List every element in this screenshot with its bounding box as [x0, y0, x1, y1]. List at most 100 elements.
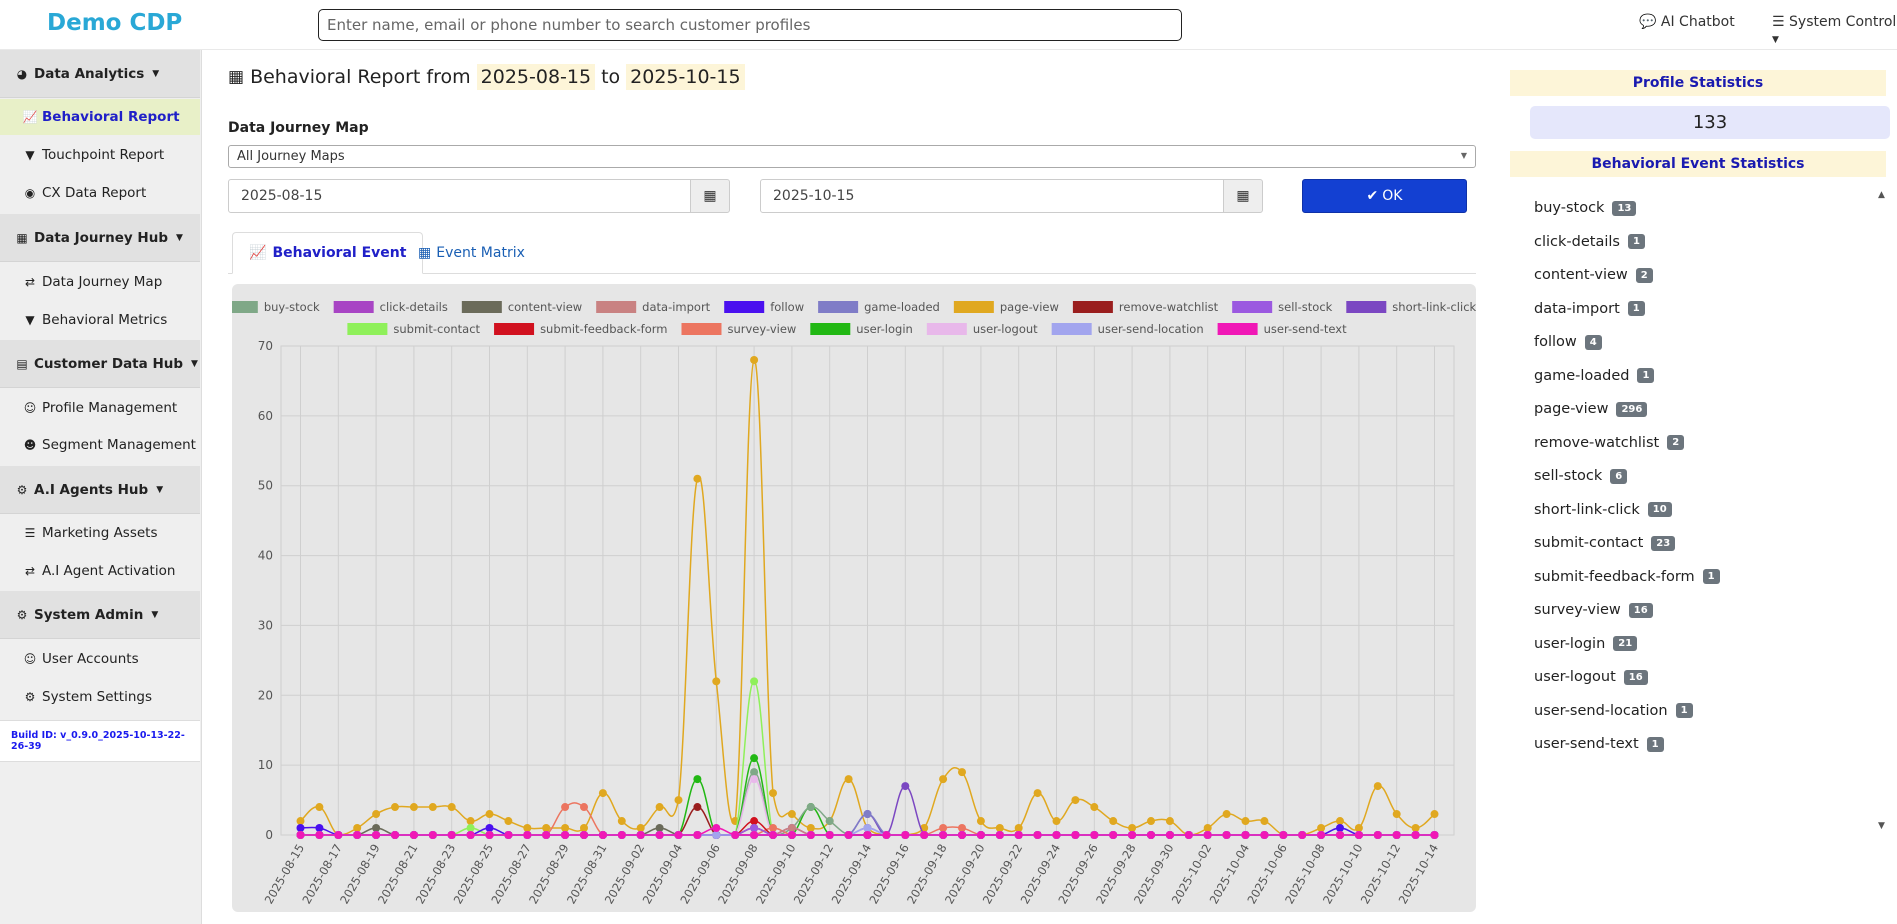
- ok-button[interactable]: ✔ OK: [1302, 179, 1467, 213]
- sidebar-group-data-journey-hub[interactable]: ▦ Data Journey Hub ▼: [0, 214, 200, 262]
- sidebar-item-system-settings[interactable]: ⚙ System Settings: [0, 679, 200, 715]
- data-point: [863, 824, 872, 833]
- data-point: [504, 831, 513, 839]
- data-point: [958, 824, 966, 833]
- data-point: [409, 831, 418, 839]
- data-point: [1411, 824, 1420, 833]
- data-point: [882, 831, 891, 839]
- to-date-input[interactable]: [760, 179, 1224, 213]
- id-card-icon: ▤: [16, 356, 28, 371]
- legend-label: user-login: [856, 322, 913, 336]
- data-point: [1052, 831, 1061, 839]
- data-point: [1336, 831, 1344, 839]
- sidebar-item-ai-agent-activation[interactable]: ⇄ A.I Agent Activation: [0, 553, 200, 589]
- tab-label: Event Matrix: [436, 245, 525, 261]
- sidebar-group-customer-data-hub[interactable]: ▤ Customer Data Hub ▼: [0, 340, 200, 388]
- data-point: [353, 831, 362, 839]
- legend-label: click-details: [380, 300, 448, 314]
- data-point: [372, 831, 381, 839]
- legend-label: survey-view: [727, 322, 796, 336]
- sidebar-group-label: A.I Agents Hub: [34, 481, 149, 498]
- legend-swatch: [596, 301, 637, 313]
- sidebar-group-data-analytics[interactable]: ◕ Data Analytics ▼: [0, 50, 200, 98]
- sidebar-item-marketing-assets[interactable]: ☰ Marketing Assets: [0, 515, 200, 551]
- legend-swatch: [217, 301, 258, 313]
- legend-swatch: [461, 301, 502, 313]
- event-name: submit-contact: [1534, 535, 1644, 551]
- check-icon: ✔: [1366, 188, 1379, 204]
- scroll-up-arrow[interactable]: ▲: [1878, 190, 1885, 200]
- data-point: [523, 824, 532, 833]
- system-control-menu[interactable]: ☰ System Control ▼: [1772, 14, 1897, 46]
- sidebar-item-user-accounts[interactable]: ☺ User Accounts: [0, 641, 200, 677]
- legend-label: user-send-location: [1098, 322, 1204, 336]
- sidebar-item-label: User Accounts: [42, 651, 139, 667]
- data-point: [1260, 831, 1269, 839]
- sidebar-item-label: Behavioral Report: [42, 109, 180, 125]
- tab-behavioral-event[interactable]: 📈 Behavioral Event: [232, 232, 424, 274]
- data-point: [1392, 810, 1401, 819]
- sidebar-item-data-journey-map[interactable]: ⇄ Data Journey Map: [0, 264, 200, 300]
- data-point: [542, 831, 551, 839]
- event-count-badge: 10: [1647, 502, 1672, 517]
- from-date-input[interactable]: [228, 179, 691, 213]
- data-point: [485, 824, 494, 833]
- calendar-icon: ▦: [703, 188, 717, 204]
- data-point: [428, 831, 437, 839]
- data-point: [1373, 782, 1382, 791]
- data-point: [636, 824, 645, 833]
- data-point: [731, 831, 740, 839]
- sidebar-item-behavioral-metrics[interactable]: ▼ Behavioral Metrics: [0, 302, 200, 338]
- behavioral-event-statistics-header: Behavioral Event Statistics: [1510, 151, 1886, 177]
- legend-label: data-import: [642, 300, 711, 314]
- gears-icon: ⚙: [16, 482, 28, 497]
- journey-map-select[interactable]: All Journey Maps ▼: [228, 145, 1476, 168]
- legend-label: page-view: [1000, 300, 1059, 314]
- filter-icon: ▼: [25, 148, 35, 162]
- from-date-calendar-button[interactable]: ▦: [690, 179, 730, 213]
- data-point: [939, 824, 948, 833]
- caret-down-icon: ▼: [152, 68, 160, 79]
- legend-swatch: [810, 323, 851, 335]
- palette-icon: ◕: [16, 66, 28, 81]
- ai-chatbot-link[interactable]: 💬 AI Chatbot: [1639, 14, 1735, 30]
- data-point: [1373, 831, 1382, 839]
- event-name: user-logout: [1534, 669, 1616, 685]
- sidebar-group-system-admin[interactable]: ⚙ System Admin ▼: [0, 591, 200, 639]
- data-point: [750, 824, 759, 833]
- sidebar-item-cx-data-report[interactable]: ◉ CX Data Report: [0, 175, 200, 211]
- event-name: submit-feedback-form: [1534, 568, 1695, 585]
- data-point: [296, 817, 305, 826]
- data-point: [655, 803, 664, 812]
- data-point: [1203, 831, 1212, 839]
- event-count-badge: 1: [1646, 736, 1664, 752]
- sidebar-item-profile-management[interactable]: ☺ Profile Management: [0, 390, 200, 426]
- data-point: [1165, 817, 1174, 826]
- search-input[interactable]: [318, 9, 1182, 41]
- tab-event-matrix[interactable]: ▦ Event Matrix: [402, 232, 541, 274]
- event-count-badge: 4: [1584, 334, 1602, 350]
- legend-swatch: [724, 301, 765, 313]
- data-point: [825, 817, 834, 826]
- comment-icon: 💬: [1639, 14, 1657, 30]
- ai-chatbot-label: AI Chatbot: [1660, 14, 1735, 30]
- legend-label: submit-feedback-form: [540, 322, 667, 336]
- event-count-badge: 1: [1627, 234, 1645, 249]
- data-point: [372, 824, 381, 833]
- sidebar-item-behavioral-report[interactable]: 📈 Behavioral Report: [0, 99, 200, 135]
- event-stat-row: submit-feedback-form 1: [1534, 565, 1720, 589]
- data-point: [485, 831, 494, 839]
- data-point: [353, 824, 362, 833]
- brand-logo[interactable]: Demo CDP: [47, 10, 183, 36]
- y-tick-label: 70: [258, 339, 273, 353]
- data-point: [617, 831, 626, 839]
- event-count-badge: 23: [1651, 535, 1676, 551]
- sidebar-item-segment-management[interactable]: ☻ Segment Management: [0, 427, 200, 463]
- scroll-down-arrow[interactable]: ▼: [1878, 821, 1885, 831]
- sidebar-group-ai-agents-hub[interactable]: ⚙ A.I Agents Hub ▼: [0, 466, 200, 514]
- data-point: [693, 803, 702, 812]
- data-point: [428, 803, 437, 812]
- to-date-calendar-button[interactable]: ▦: [1223, 179, 1263, 213]
- sidebar-item-touchpoint-report[interactable]: ▼ Touchpoint Report: [0, 137, 200, 173]
- data-point: [806, 831, 815, 839]
